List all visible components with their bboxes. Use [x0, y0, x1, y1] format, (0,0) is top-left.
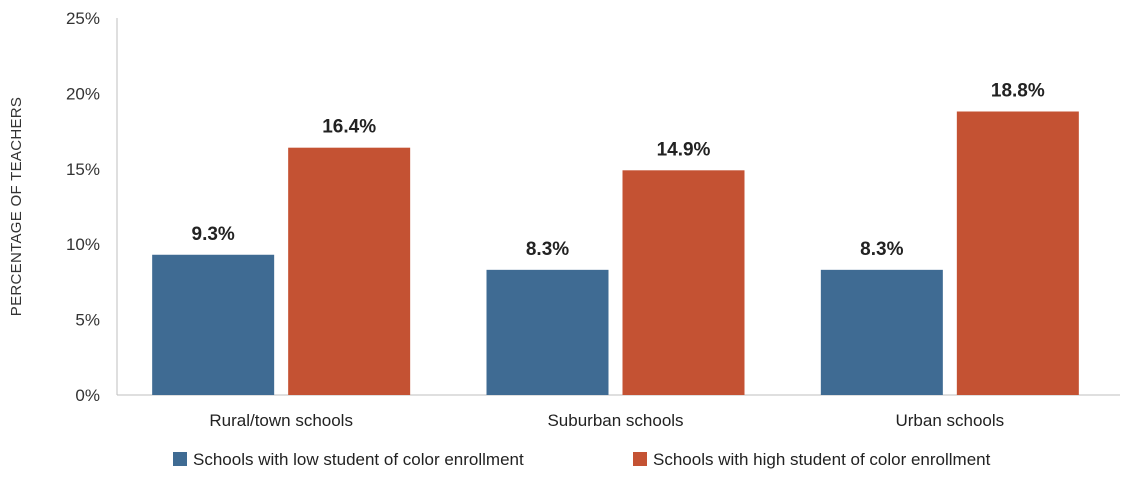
bar	[486, 269, 609, 395]
y-tick-label: 5%	[75, 311, 100, 330]
x-tick-label: Rural/town schools	[209, 411, 353, 430]
legend-swatch	[633, 452, 647, 466]
data-label: 8.3%	[526, 239, 569, 260]
legend-label: Schools with high student of color enrol…	[653, 450, 991, 469]
y-tick-label: 10%	[66, 235, 100, 254]
y-tick-label: 25%	[66, 9, 100, 28]
bar	[152, 254, 275, 395]
bar	[622, 170, 745, 395]
data-label: 18.8%	[991, 80, 1045, 101]
x-tick-label: Urban schools	[895, 411, 1004, 430]
y-tick-label: 20%	[66, 84, 100, 103]
data-label: 8.3%	[860, 239, 903, 260]
bar	[288, 147, 411, 395]
y-tick-label: 0%	[75, 386, 100, 405]
data-label: 14.9%	[657, 139, 711, 160]
bar	[956, 111, 1079, 395]
data-label: 16.4%	[322, 117, 376, 138]
x-tick-label: Suburban schools	[547, 411, 683, 430]
legend-label: Schools with low student of color enroll…	[193, 450, 524, 469]
data-label: 9.3%	[192, 224, 235, 245]
bar	[820, 269, 943, 395]
legend-swatch	[173, 452, 187, 466]
y-axis-title: PERCENTAGE OF TEACHERS	[8, 97, 25, 316]
y-tick-label: 15%	[66, 160, 100, 179]
